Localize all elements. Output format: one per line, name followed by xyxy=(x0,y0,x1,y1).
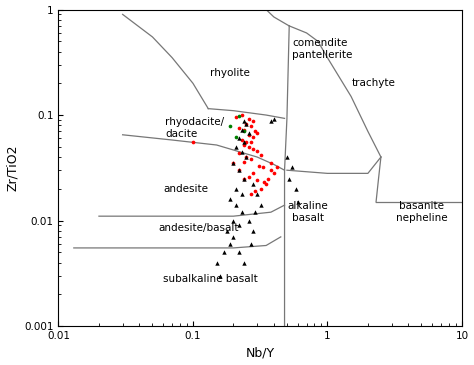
Point xyxy=(229,234,237,240)
Point xyxy=(253,130,261,136)
Point xyxy=(232,202,240,208)
Point xyxy=(235,150,243,155)
Point xyxy=(245,130,253,136)
Text: basanite
nepheline: basanite nepheline xyxy=(396,201,447,223)
Point xyxy=(283,154,291,160)
Point xyxy=(261,180,268,185)
Point xyxy=(229,160,237,166)
Point xyxy=(238,112,246,118)
Point xyxy=(247,157,255,162)
Point xyxy=(232,144,240,150)
Point xyxy=(249,170,257,176)
X-axis label: Nb/Y: Nb/Y xyxy=(246,346,275,360)
Point xyxy=(253,177,261,183)
Point xyxy=(243,121,250,127)
Point xyxy=(267,167,275,173)
Text: rhyodacite/
dacite: rhyodacite/ dacite xyxy=(165,118,224,139)
Point xyxy=(189,139,197,145)
Point xyxy=(223,228,231,234)
Point xyxy=(217,273,224,278)
Point xyxy=(257,202,264,208)
Point xyxy=(243,154,250,160)
Point xyxy=(251,128,259,134)
Text: trachyte: trachyte xyxy=(352,78,395,88)
Point xyxy=(294,199,301,205)
Text: rhyolite: rhyolite xyxy=(210,68,250,78)
Point xyxy=(238,137,246,143)
Point xyxy=(264,176,272,181)
Point xyxy=(270,170,278,176)
Point xyxy=(247,191,255,196)
Point xyxy=(243,154,250,160)
Text: subalkaline basalt: subalkaline basalt xyxy=(163,274,258,284)
Point xyxy=(235,125,243,131)
Point xyxy=(257,152,264,158)
Point xyxy=(240,118,248,124)
Point xyxy=(245,116,253,122)
Point xyxy=(220,249,228,255)
Point xyxy=(267,118,275,124)
Point xyxy=(227,123,234,129)
Point xyxy=(273,164,281,170)
Point xyxy=(229,160,237,166)
Point xyxy=(240,159,248,165)
Point xyxy=(249,181,257,187)
Point xyxy=(249,146,257,151)
Point xyxy=(262,181,270,187)
Point xyxy=(251,188,259,194)
Point xyxy=(255,163,263,169)
Point xyxy=(247,241,255,247)
Point xyxy=(227,196,234,202)
Point xyxy=(238,149,246,154)
Point xyxy=(235,135,243,141)
Point xyxy=(240,176,248,181)
Point xyxy=(238,209,246,215)
Point xyxy=(235,249,243,255)
Point xyxy=(238,127,246,133)
Point xyxy=(240,128,248,134)
Point xyxy=(267,160,275,166)
Point xyxy=(240,176,248,181)
Point xyxy=(229,218,237,223)
Point xyxy=(270,116,278,122)
Point xyxy=(235,113,243,119)
Point xyxy=(245,174,253,180)
Point xyxy=(249,228,257,234)
Point xyxy=(240,260,248,265)
Point xyxy=(232,186,240,192)
Point xyxy=(232,134,240,140)
Point xyxy=(213,260,220,265)
Point xyxy=(238,191,246,196)
Point xyxy=(259,164,266,170)
Point xyxy=(253,191,261,196)
Point xyxy=(292,186,300,192)
Point xyxy=(245,218,253,223)
Point xyxy=(257,186,264,192)
Text: andesite: andesite xyxy=(163,184,208,194)
Point xyxy=(247,123,255,129)
Point xyxy=(235,222,243,228)
Point xyxy=(249,118,257,124)
Point xyxy=(232,115,240,120)
Point xyxy=(245,144,253,150)
Text: andesite/basalt: andesite/basalt xyxy=(158,223,238,233)
Point xyxy=(240,142,248,148)
Point xyxy=(240,139,248,145)
Point xyxy=(235,167,243,173)
Point xyxy=(227,241,234,247)
Point xyxy=(243,121,250,127)
Point xyxy=(247,139,255,145)
Text: alkaline
basalt: alkaline basalt xyxy=(288,201,328,223)
Point xyxy=(240,127,248,133)
Point xyxy=(243,139,250,145)
Point xyxy=(253,148,261,154)
Point xyxy=(235,167,243,173)
Text: comendite
pantellerite: comendite pantellerite xyxy=(292,38,353,60)
Point xyxy=(285,176,293,181)
Y-axis label: Zr/TiO2: Zr/TiO2 xyxy=(6,145,18,191)
Point xyxy=(289,164,296,170)
Point xyxy=(245,132,253,138)
Point xyxy=(251,209,259,215)
Point xyxy=(249,134,257,140)
